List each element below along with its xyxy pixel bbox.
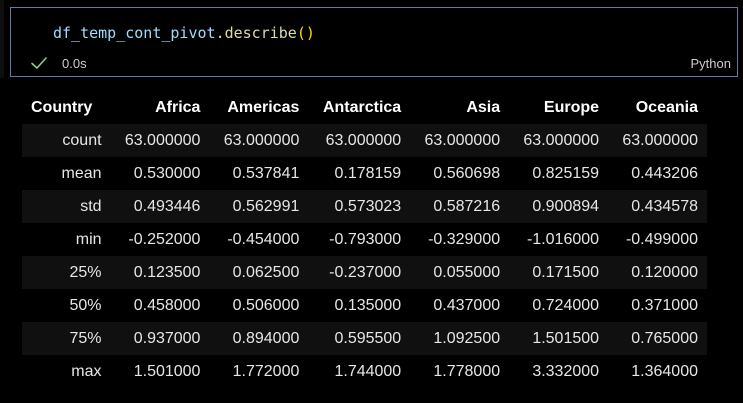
table-cell: 0.765000 [631, 329, 698, 347]
column-header: Asia [410, 91, 510, 124]
table-cell: 0.123500 [133, 263, 201, 281]
table-cell: 0.724000 [532, 296, 600, 314]
table-row: count 63.000000 63.000000 63.000000 63.00000… [22, 124, 707, 157]
table-cell: 0.900894 [532, 197, 600, 215]
table-cell: 0.595500 [334, 329, 402, 347]
table-cell: 1.772000 [232, 362, 300, 380]
table-cell: 0.530000 [133, 164, 201, 182]
table-cell: 0.560698 [433, 164, 501, 182]
table-cell: -0.252000 [128, 230, 201, 248]
code-parens: () [296, 24, 315, 42]
table-cell: 1.364000 [631, 362, 698, 380]
code-dot: . [215, 24, 225, 42]
table-cell: 1.501500 [532, 329, 600, 347]
table-cell: 0.894000 [232, 329, 300, 347]
execution-time: 0.0s [62, 55, 87, 71]
row-label: 25% [69, 263, 102, 281]
table-cell: 1.744000 [334, 362, 402, 380]
table-row: max 1.501000 1.772000 1.744000 1.778000 3.332… [22, 355, 707, 388]
table-header-row: Country Africa Americas Antarctica Asia Europ… [22, 91, 707, 124]
table-cell: 1.501000 [133, 362, 201, 380]
table-row: 75% 0.937000 0.894000 0.595500 1.092500 1.501… [22, 322, 707, 355]
table-cell: 0.573023 [334, 197, 402, 215]
table-cell: 0.562991 [232, 197, 300, 215]
table-cell: 0.371000 [631, 296, 698, 314]
cell-gutter [0, 0, 4, 78]
table-cell: 63.000000 [424, 131, 501, 149]
code-method: describe [224, 24, 297, 42]
row-label: min [75, 230, 102, 248]
table-cell: -0.237000 [329, 263, 402, 281]
row-label: 50% [69, 296, 102, 314]
dataframe-table: Country Africa Americas Antarctica Asia Europ… [22, 91, 707, 388]
column-header: Oceania [608, 91, 707, 124]
table-cell: -0.329000 [428, 230, 501, 248]
execution-status: 0.0s [30, 55, 87, 71]
table-cell: 0.443206 [631, 164, 698, 182]
table-cell: 0.135000 [334, 296, 402, 314]
table-cell: 0.937000 [133, 329, 201, 347]
table-cell: 63.000000 [223, 131, 300, 149]
column-header: Europe [509, 91, 609, 124]
table-cell: 0.537841 [232, 164, 300, 182]
table-cell: 63.000000 [325, 131, 402, 149]
table-cell: 63.000000 [622, 131, 698, 149]
table-cell: 0.434578 [631, 197, 698, 215]
table-cell: 0.062500 [232, 263, 300, 281]
check-icon [30, 55, 48, 71]
row-label: count [62, 131, 102, 149]
table-cell: 0.178159 [334, 164, 402, 182]
column-header: Americas [209, 91, 309, 124]
table-cell: 1.092500 [433, 329, 501, 347]
table-cell: 0.055000 [433, 263, 501, 281]
index-header: Country [22, 91, 111, 124]
table-cell: 0.437000 [433, 296, 501, 314]
column-header: Antarctica [308, 91, 411, 124]
row-label: max [71, 362, 102, 380]
table-row: std 0.493446 0.562991 0.573023 0.587216 0.900… [22, 190, 707, 223]
column-header: Africa [110, 91, 210, 124]
table-row: min -0.252000 -0.454000 -0.793000 -0.329000 -… [22, 223, 707, 256]
table-cell: 0.493446 [133, 197, 201, 215]
table-cell: -0.499000 [625, 230, 698, 248]
table-cell: 0.506000 [232, 296, 300, 314]
table-cell: 0.587216 [433, 197, 501, 215]
row-label: mean [61, 164, 102, 182]
table-row: mean 0.530000 0.537841 0.178159 0.560698 0.82… [22, 157, 707, 190]
language-label[interactable]: Python [690, 56, 731, 71]
table-cell: 0.120000 [631, 263, 698, 281]
table-cell: -0.454000 [227, 230, 300, 248]
row-label: std [80, 197, 102, 215]
table-cell: -0.793000 [329, 230, 402, 248]
code-variable: df_temp_cont_pivot [53, 24, 216, 42]
table-cell: 0.458000 [133, 296, 201, 314]
table-cell: 1.778000 [433, 362, 501, 380]
table-cell: -1.016000 [526, 230, 600, 248]
table-row: 50% 0.458000 0.506000 0.135000 0.437000 0.724… [22, 289, 707, 322]
code-editor[interactable]: df_temp_cont_pivot.describe() [53, 24, 315, 42]
code-cell[interactable] [10, 7, 738, 77]
table-cell: 0.171500 [532, 263, 600, 281]
table-cell: 0.825159 [532, 164, 600, 182]
table-body: count 63.000000 63.000000 63.000000 63.00000… [22, 124, 707, 388]
table-cell: 3.332000 [532, 362, 600, 380]
table-cell: 63.000000 [523, 131, 600, 149]
table-cell: 63.000000 [124, 131, 201, 149]
row-label: 75% [69, 329, 102, 347]
table-row: 25% 0.123500 0.062500 -0.237000 0.055000 0.17… [22, 256, 707, 289]
